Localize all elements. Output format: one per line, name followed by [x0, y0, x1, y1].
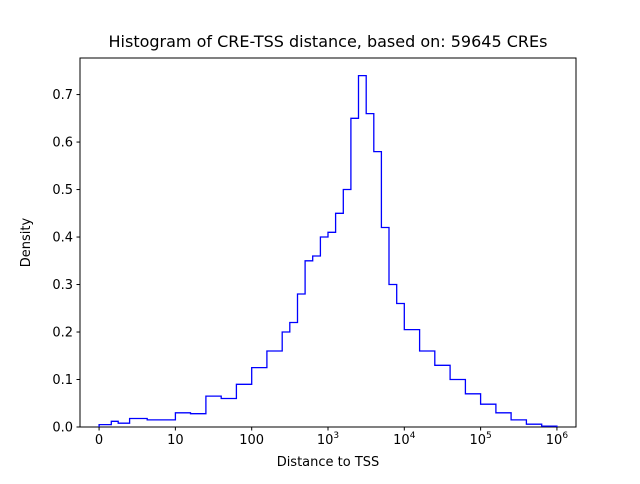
y-tick-label: 0.1	[52, 373, 73, 388]
x-axis-label: Distance to TSS	[277, 455, 380, 470]
x-tick-label: 100	[239, 433, 264, 448]
x-tick-label: 10	[167, 433, 184, 448]
y-tick-label: 0.5	[52, 183, 73, 198]
x-tick-label: 0	[95, 433, 103, 448]
y-tick-label: 0.3	[52, 278, 73, 293]
x-tick-label: 106	[546, 431, 569, 448]
histogram-step-line	[98, 74, 558, 427]
x-tick-label: 105	[469, 431, 491, 448]
y-tick-label: 0.0	[52, 421, 73, 436]
y-tick-label: 0.6	[52, 136, 73, 151]
y-axis-label: Density	[19, 217, 34, 267]
y-tick-label: 0.2	[52, 326, 73, 341]
y-tick-label: 0.4	[52, 231, 73, 246]
plot-area: 0 10 100 103 104 105 106 0.0 0.1 0.2 0.3 0.4 0.5 0.6 0…	[52, 57, 577, 448]
x-tick-label: 104	[393, 431, 416, 448]
x-tick-label: 103	[317, 431, 339, 448]
chart-title: Histogram of CRE-TSS distance, based on:…	[109, 32, 548, 51]
y-tick-label: 0.7	[52, 88, 73, 103]
